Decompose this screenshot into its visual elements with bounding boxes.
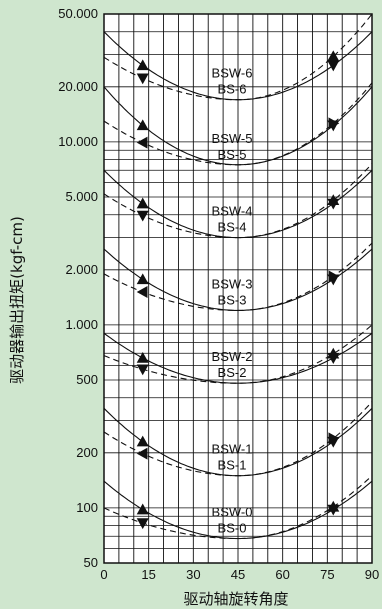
curve-bsw-0 (103, 480, 373, 540)
y-tick-label: 10.000 (58, 134, 98, 149)
y-tick-label: 50.000 (58, 6, 98, 21)
x-tick-label: 30 (186, 567, 200, 582)
arrow-down-marker (136, 364, 149, 376)
curve-label-bs-5: BS-5 (218, 147, 247, 162)
curve-label-bs-2: BS-2 (218, 365, 247, 380)
y-tick-label: 1.000 (65, 317, 98, 332)
arrow-up-marker (327, 194, 340, 206)
arrow-up-marker (136, 197, 149, 209)
curve-label-bs-1: BS-1 (218, 458, 247, 473)
curve-bs-6 (103, 13, 373, 101)
x-tick-label: 90 (365, 567, 379, 582)
curve-bs-4 (103, 163, 373, 239)
arrow-up-marker (136, 273, 149, 285)
x-tick-label: 0 (100, 567, 107, 582)
arrow-up-marker (327, 347, 340, 359)
curve-label-bs-0: BS-0 (218, 521, 247, 536)
y-tick-label: 5.000 (65, 189, 98, 204)
y-tick-label: 100 (76, 500, 98, 515)
curve-label-bsw-4: BSW-4 (212, 204, 253, 219)
arrow-up-marker (327, 50, 340, 62)
arrow-markers (136, 50, 340, 530)
curve-label-bsw-5: BSW-5 (212, 131, 253, 146)
arrow-up-marker (136, 503, 149, 515)
y-tick-label: 200 (76, 445, 98, 460)
curves (103, 13, 373, 540)
arrow-left-marker (136, 136, 148, 149)
arrow-down-marker (136, 210, 149, 222)
x-tick-label: 45 (231, 567, 245, 582)
arrow-down-marker (136, 73, 149, 85)
y-tick-label: 20.000 (58, 79, 98, 94)
curve-labels: BSW-6BS-6 BSW-5BS-5 BSW-4BS-4 BSW-3BS-3 BSW-… (212, 66, 253, 536)
y-tick-label: 2.000 (65, 262, 98, 277)
curve-bsw-2 (103, 332, 373, 384)
x-tick-label: 75 (320, 567, 334, 582)
curve-bs-2 (103, 324, 373, 384)
curve-bs-0 (103, 475, 373, 540)
curve-label-bs-3: BS-3 (218, 292, 247, 307)
arrow-up-marker (136, 59, 149, 71)
curve-label-bsw-6: BSW-6 (212, 66, 253, 81)
arrow-up-marker (136, 351, 149, 363)
arrow-up-marker (327, 500, 340, 512)
arrow-down-marker (136, 518, 149, 530)
curve-label-bsw-1: BSW-1 (212, 442, 253, 457)
y-axis-title: 驱动器输出扭矩(kgf-cm) (8, 216, 26, 384)
curve-label-bsw-0: BSW-0 (212, 505, 253, 520)
curve-label-bs-6: BS-6 (218, 82, 247, 97)
y-tick-label: 50 (84, 555, 98, 570)
arrow-down-marker (327, 60, 340, 72)
arrow-up-marker (136, 119, 149, 131)
arrow-left-marker (136, 447, 148, 460)
x-tick-label: 15 (141, 567, 155, 582)
arrow-left-marker (136, 285, 148, 298)
curve-label-bsw-3: BSW-3 (212, 276, 253, 291)
arrow-up-marker (136, 435, 149, 447)
tick-labels: 0 15 30 45 60 75 90 50.000 20.000 10.000 5.000 2.00… (58, 6, 379, 582)
curve-bs-1 (103, 401, 373, 477)
curve-label-bsw-2: BSW-2 (212, 349, 253, 364)
curve-bs-3 (103, 242, 373, 311)
curve-label-bs-4: BS-4 (218, 220, 247, 235)
grid (103, 13, 373, 564)
arrow-right-marker (328, 270, 340, 283)
arrow-right-marker (328, 432, 340, 445)
curve-bs-5 (103, 82, 373, 166)
y-tick-label: 500 (76, 372, 98, 387)
x-axis-title: 驱动轴旋转角度 (183, 590, 288, 608)
arrow-right-marker (328, 117, 340, 130)
x-tick-label: 60 (275, 567, 289, 582)
